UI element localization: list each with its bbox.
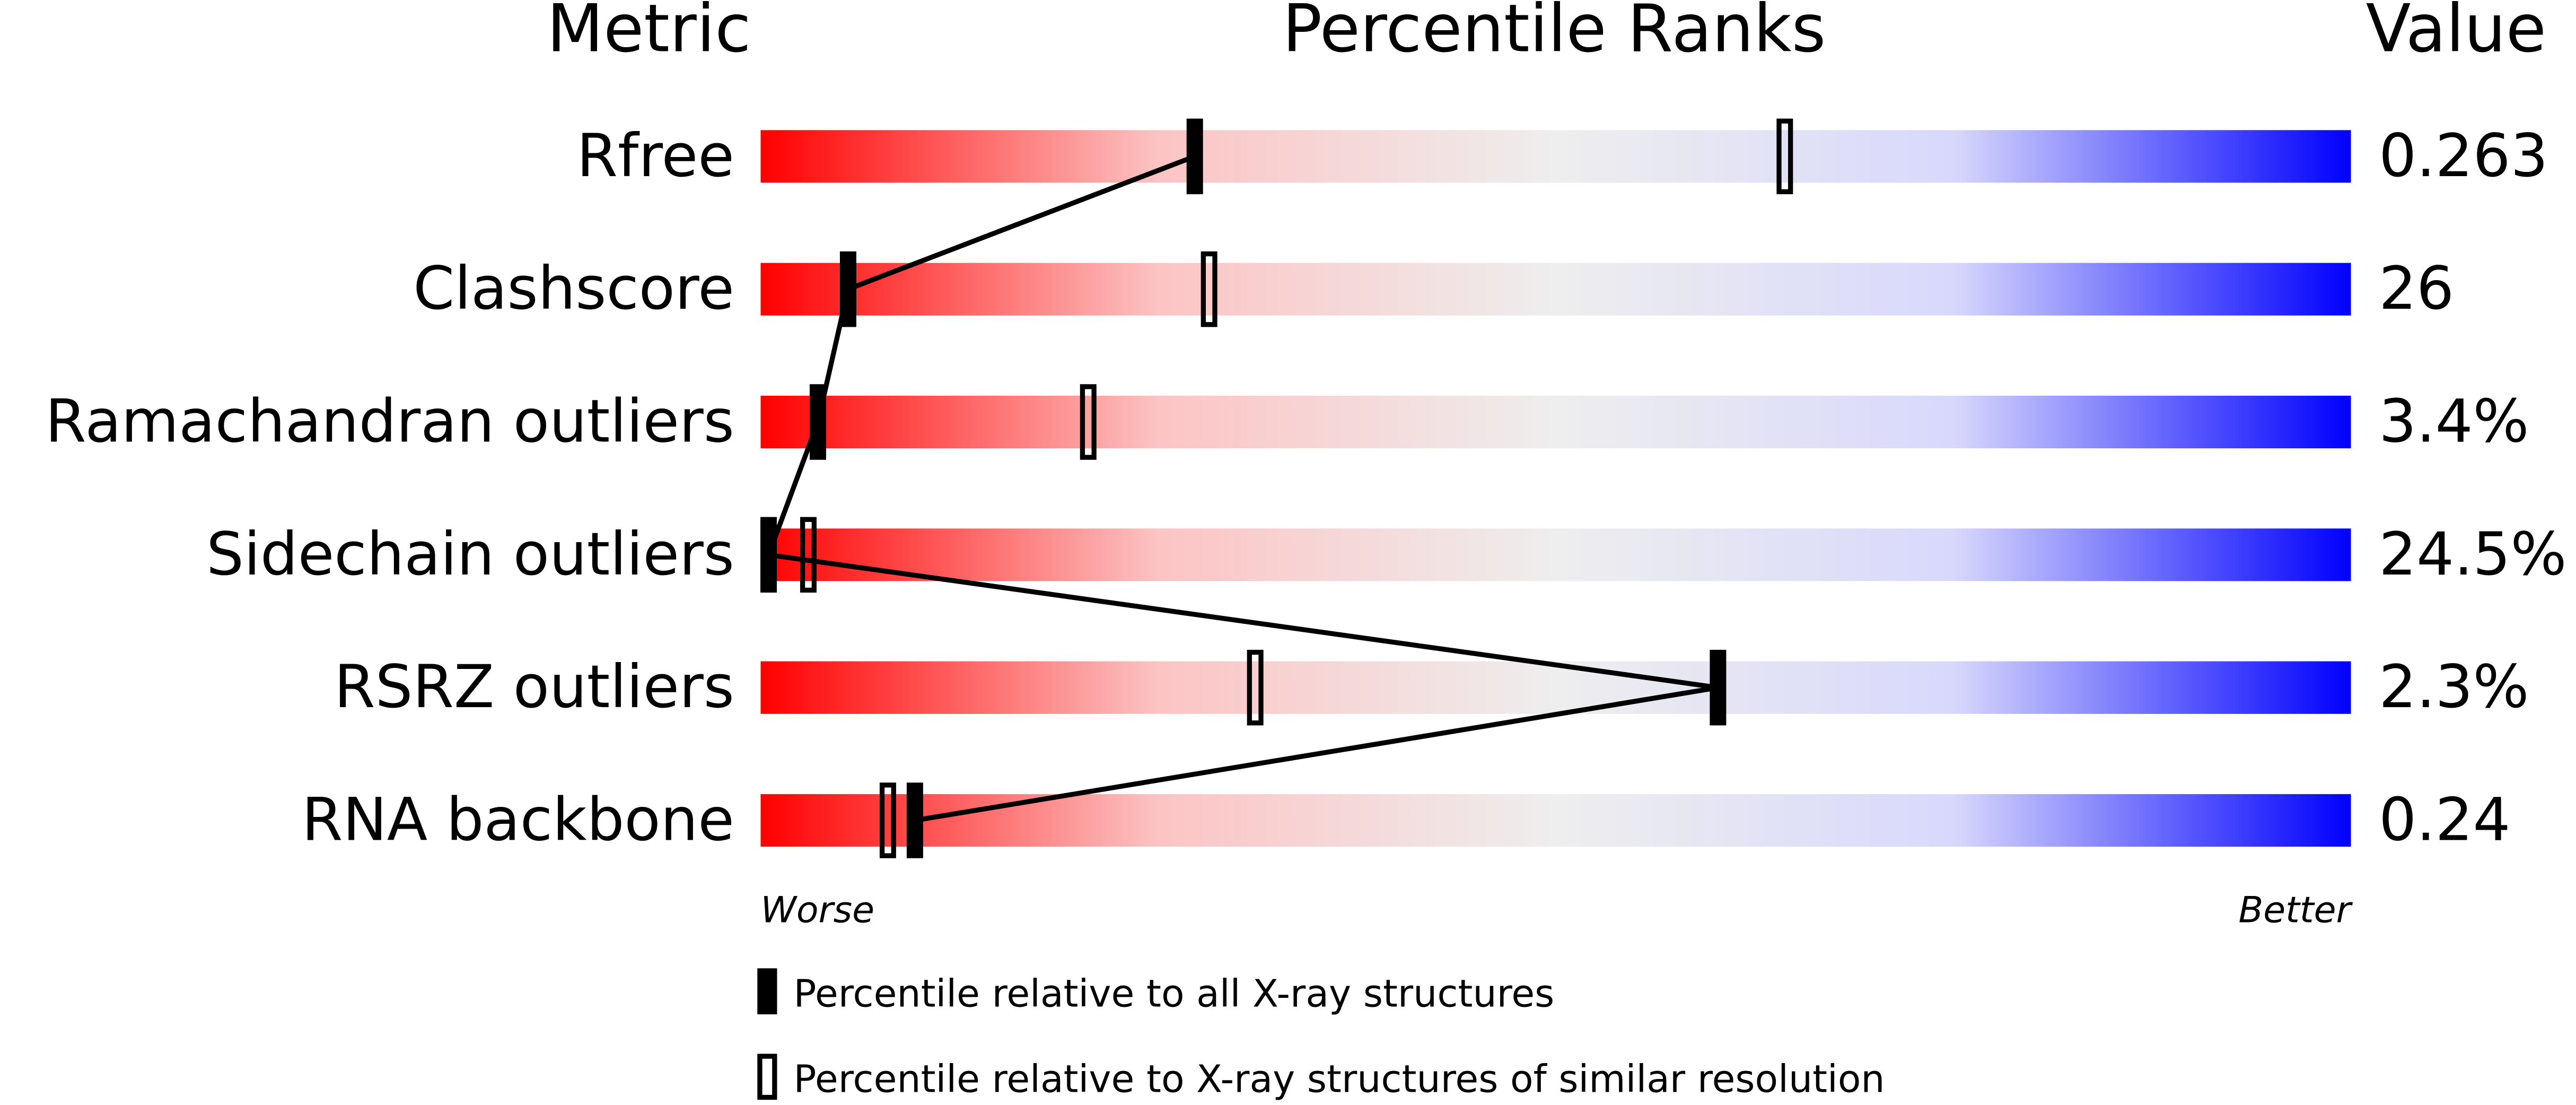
similar-resolution-marker [879, 782, 896, 858]
value-header: Value [2366, 0, 2546, 67]
metric-label: Clashscore [413, 254, 734, 323]
legend-swatch [757, 968, 777, 1015]
metric-value: 2.3% [2379, 652, 2529, 721]
metric-value: 0.263 [2379, 121, 2548, 190]
percentile-bar [760, 263, 2351, 316]
metric-value: 26 [2379, 254, 2454, 323]
similar-resolution-marker [1080, 384, 1097, 460]
metric-value: 3.4% [2379, 387, 2529, 456]
percentile-bar [760, 794, 2351, 847]
percentile-bar [760, 395, 2351, 449]
similar-resolution-marker [1201, 251, 1217, 327]
better-label: Better [2238, 890, 2353, 932]
metric-label: Rfree [577, 121, 734, 190]
metric-label: RSRZ outliers [334, 652, 734, 721]
all-structures-marker [1186, 118, 1203, 195]
similar-resolution-marker [800, 517, 817, 593]
metric-value: 0.24 [2379, 785, 2510, 854]
percentile-bar [760, 661, 2351, 714]
legend-swatch [757, 1054, 777, 1100]
metric-label: Sidechain outliers [206, 520, 734, 589]
percentile-bar [760, 130, 2351, 183]
chart-title: Percentile Ranks [1282, 0, 1826, 67]
percentile-bar [760, 528, 2351, 581]
rank-line [765, 154, 1719, 823]
metric-label: Ramachandran outliers [45, 387, 734, 456]
similar-resolution-marker [1247, 649, 1264, 726]
worse-label: Worse [760, 890, 874, 932]
all-structures-marker [1710, 649, 1727, 726]
metric-value: 24.5% [2379, 520, 2566, 589]
similar-resolution-marker [1776, 118, 1793, 195]
all-structures-marker [760, 517, 777, 593]
legend-label: Percentile relative to all X-ray structu… [793, 972, 1554, 1016]
all-structures-marker [839, 251, 856, 327]
metric-header: Metric [547, 0, 751, 67]
legend-label: Percentile relative to X-ray structures … [793, 1057, 1885, 1101]
metric-label: RNA backbone [302, 785, 734, 854]
all-structures-marker [906, 782, 923, 858]
all-structures-marker [809, 384, 826, 460]
